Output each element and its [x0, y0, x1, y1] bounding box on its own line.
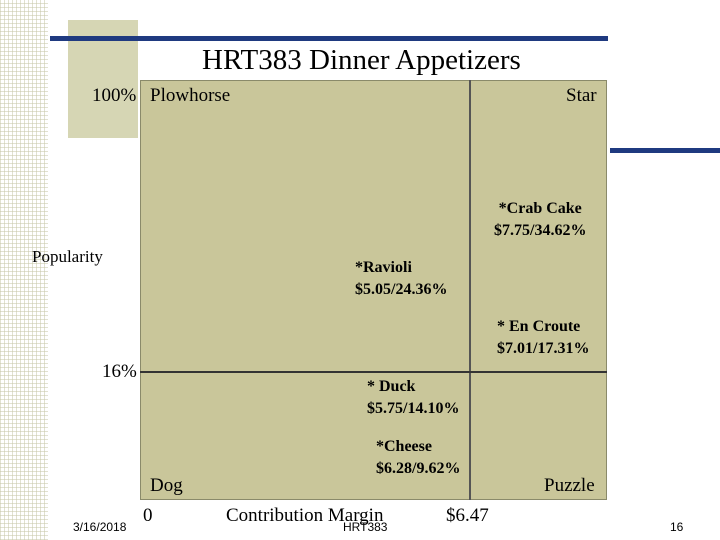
popularity-divider	[140, 371, 607, 373]
item-ravioli: *Ravioli $5.05/24.36%	[355, 257, 447, 301]
contribution-margin-divider	[469, 80, 471, 500]
quadrant-star-label: Star	[566, 85, 597, 106]
footer-page-number: 16	[670, 520, 684, 534]
y-axis-top-label: 100%	[92, 85, 137, 106]
item-duck: * Duck $5.75/14.10%	[367, 376, 459, 420]
quadrant-plowhorse-label: Plowhorse	[150, 85, 231, 106]
item-name: * En Croute	[497, 318, 581, 335]
item-name: *Ravioli	[355, 259, 412, 276]
slide-title: HRT383 Dinner Appetizers	[202, 44, 521, 76]
item-crab-cake: *Crab Cake $7.75/34.62%	[494, 198, 586, 242]
item-stats: $7.01/17.31%	[497, 340, 590, 357]
item-stats: $7.75/34.62%	[494, 222, 587, 239]
x-axis-threshold-label: $6.47	[446, 505, 489, 526]
quadrant-dog-label: Dog	[150, 475, 183, 496]
footer-date: 3/16/2018	[73, 520, 127, 534]
decorative-bar-top	[50, 36, 608, 41]
x-axis-origin-label: 0	[143, 505, 153, 526]
decorative-bar-right	[610, 148, 720, 153]
background-pattern	[0, 0, 48, 540]
item-cheese: *Cheese $6.28/9.62%	[376, 436, 460, 480]
footer-course: HRT383	[343, 520, 388, 534]
item-en-croute: * En Croute $7.01/17.31%	[497, 316, 589, 360]
menu-engineering-matrix	[140, 80, 607, 500]
item-stats: $5.75/14.10%	[367, 400, 460, 417]
quadrant-puzzle-label: Puzzle	[544, 475, 595, 496]
item-name: *Cheese	[376, 438, 432, 455]
x-axis-label: Contribution Margin	[226, 505, 384, 526]
item-stats: $6.28/9.62%	[376, 460, 461, 477]
item-stats: $5.05/24.36%	[355, 281, 448, 298]
y-axis-threshold-label: 16%	[102, 361, 137, 382]
item-name: * Duck	[367, 378, 416, 395]
item-name: *Crab Cake	[498, 200, 582, 217]
y-axis-label: Popularity	[32, 247, 103, 266]
